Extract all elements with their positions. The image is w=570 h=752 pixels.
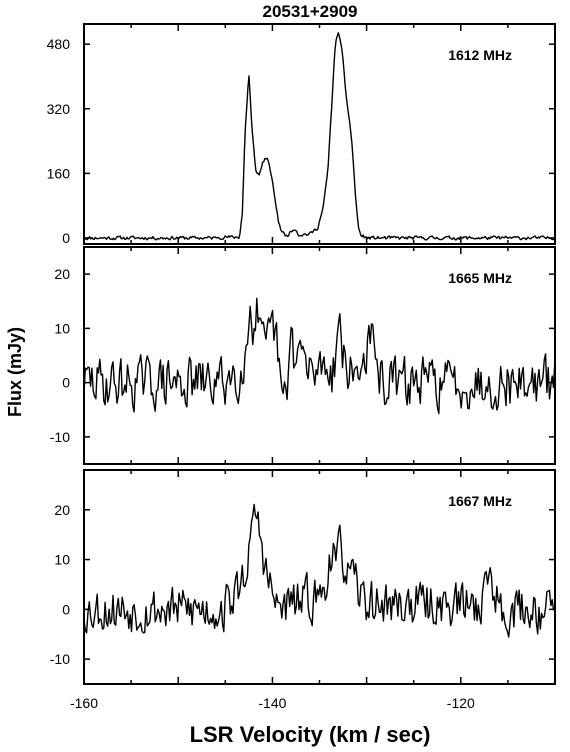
x-tick-label: -140 [258,695,286,711]
panel-1: 0 160 320 480 1612 MHz [47,23,556,246]
panel-frequency-label: 1612 MHz [448,47,512,63]
y-tick-label: 0 [62,601,70,617]
chart-title: 20531+2909 [262,2,357,21]
x-tick-label: -120 [447,695,475,711]
y-tick-label: -10 [50,651,70,667]
y-tick-label: 0 [62,375,70,391]
panel-2: -10 0 10 20 1665 MHz [50,246,556,465]
y-tick-label: 160 [47,165,71,181]
y-tick-label: 480 [47,36,71,52]
panel-group: 0 160 320 480 1612 MHz -10 0 10 20 1665 MHz -10 0 10… [47,23,556,685]
y-axis-label: Flux (mJy) [5,327,25,417]
panel-frequency-label: 1665 MHz [448,270,512,286]
y-tick-label: 10 [54,552,70,568]
y-tick-label: 10 [54,320,70,336]
panel-3: -10 0 10 20 1667 MHz [50,469,556,685]
spectrum-line-1 [83,32,555,241]
y-tick-label: -10 [50,429,70,445]
x-axis-label: LSR Velocity (km / sec) [190,722,431,747]
spectrum-line-3 [83,503,556,638]
x-tick-label: -160 [70,695,98,711]
y-tick-label: 20 [54,502,70,518]
spectrum-line-2 [83,297,556,415]
y-tick-label: 320 [47,101,71,117]
x-axis: -160 -140 -120 [70,695,475,711]
y-tick-label: 20 [54,266,70,282]
panel-frequency-label: 1667 MHz [448,493,512,509]
y-tick-label: 0 [62,230,70,246]
